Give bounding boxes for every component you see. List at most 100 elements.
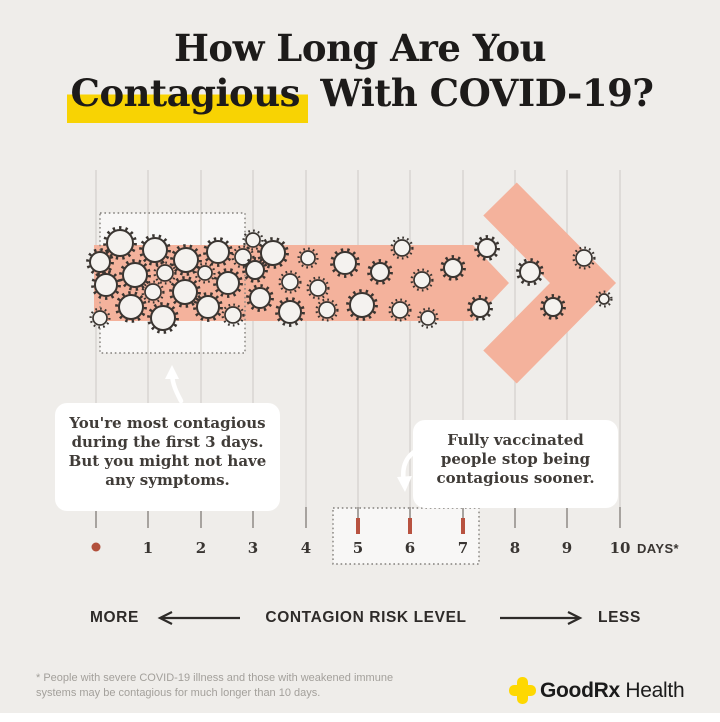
tick-gray-day-8 [514, 507, 516, 528]
virus-particle-icon [393, 239, 411, 257]
virus-spikes-icon [474, 235, 500, 261]
virus-particle-icon [370, 262, 390, 282]
risk-more-label: MORE [90, 609, 139, 626]
footnote-line2: systems may be contagious for much longe… [36, 687, 321, 699]
day-label-10: 10 [609, 539, 631, 557]
tick-gray-day-7 [462, 507, 464, 528]
logo-brand-regular-text: Health [625, 679, 685, 702]
callout2-line2: people stop being [440, 450, 591, 468]
days-unit-label: DAYS* [637, 541, 679, 556]
virus-spikes-icon [213, 268, 243, 298]
tick-gray-day-10 [619, 507, 621, 528]
virus-spikes-icon [346, 289, 378, 321]
virus-spikes-icon [367, 259, 393, 285]
virus-particle-icon [333, 251, 357, 275]
virus-spikes-icon [89, 307, 111, 329]
title-line1: How Long Are You [173, 26, 547, 70]
virus-spikes-icon [86, 248, 114, 276]
day-label-6: 6 [404, 539, 416, 557]
virus-particle-icon [196, 295, 220, 319]
tick-gray-day-5 [357, 507, 359, 528]
virus-particle-icon [420, 310, 436, 326]
day0-red-dot [91, 542, 101, 552]
callout-vaccinated: Fully vaccinated people stop being conta… [413, 420, 618, 508]
day-label-4: 4 [300, 539, 312, 557]
virus-particle-icon [443, 258, 463, 278]
virus-particle-icon [89, 251, 111, 273]
virus-particle-icon [122, 262, 148, 288]
virus-spikes-icon [417, 307, 439, 329]
virus-particle-icon [150, 305, 176, 331]
logo-brand-bold: GoodRx [540, 679, 620, 702]
virus-spikes-icon [275, 297, 305, 327]
virus-particle-icon [543, 297, 563, 317]
bottom-white-strip [0, 713, 720, 722]
goodrx-plus-icon [509, 677, 536, 704]
day-label-2: 2 [195, 539, 207, 557]
virus-particle-icon [142, 237, 168, 263]
virus-spikes-icon [315, 298, 339, 322]
virus-particle-icon [197, 265, 213, 281]
virus-particle-icon [234, 248, 252, 266]
virus-particle-icon [391, 301, 409, 319]
tick-gray-day-1 [147, 507, 149, 528]
footnote-line1: * People with severe COVID-19 illness an… [36, 672, 394, 684]
arrow-head-chevron [483, 182, 617, 384]
virus-particle-icon [309, 279, 327, 297]
virus-particle-icon [249, 287, 271, 309]
title-line2: Contagious With COVID-19? [0, 71, 720, 123]
virus-particle-icon [118, 294, 144, 320]
tick-gray-day-6 [409, 507, 411, 528]
title-highlighted-word: Contagious [66, 71, 308, 123]
virus-particle-icon [106, 229, 134, 257]
virus-particle-icon [156, 264, 174, 282]
tick-gray-day-4 [305, 507, 307, 528]
virus-spikes-icon [390, 236, 414, 260]
virus-spikes-icon [153, 261, 177, 285]
virus-spikes-icon [231, 245, 255, 269]
virus-spikes-icon [242, 257, 268, 283]
virus-spikes-icon [330, 248, 360, 278]
day-label-9: 9 [561, 539, 573, 557]
virus-spikes-icon [194, 262, 216, 284]
tick-red-day-5 [356, 518, 360, 534]
virus-spikes-icon [147, 302, 179, 334]
virus-spikes-icon [103, 226, 137, 260]
virus-particle-icon [245, 260, 265, 280]
virus-spikes-icon [595, 290, 613, 308]
virus-particle-icon [172, 279, 198, 305]
callout1-line4: any symptoms. [105, 471, 230, 489]
page-title: How Long Are You Contagious With COVID-1… [0, 26, 720, 123]
virus-spikes-icon [278, 270, 302, 294]
title-line2-rest: With COVID-19? [307, 71, 654, 115]
tick-gray-day-0 [95, 507, 97, 528]
virus-particle-icon [349, 292, 375, 318]
virus-spikes-icon [115, 291, 147, 323]
virus-particle-icon [216, 271, 240, 295]
virus-spikes-icon [221, 303, 245, 327]
tick-gray-day-9 [566, 507, 568, 528]
virus-spikes-icon [297, 247, 319, 269]
callout1-line2: during the first 3 days. [71, 433, 264, 451]
virus-spikes-icon [388, 298, 412, 322]
arrow-right-icon [500, 611, 583, 625]
virus-spikes-icon [170, 244, 202, 276]
virus-particle-icon [278, 300, 302, 324]
tick-red-day-7 [461, 518, 465, 534]
virus-particle-icon [260, 240, 286, 266]
virus-spikes-icon [139, 234, 171, 266]
risk-level-label: CONTAGION RISK LEVEL [265, 609, 467, 626]
tick-red-day-6 [408, 518, 412, 534]
virus-particle-icon [173, 247, 199, 273]
callout2-line1: Fully vaccinated [447, 431, 584, 449]
virus-particle-icon [519, 261, 541, 283]
virus-particle-icon [224, 306, 242, 324]
tick-gray-day-2 [200, 507, 202, 528]
goodrx-health-logo: GoodRx Health [506, 674, 706, 708]
virus-spikes-icon [572, 246, 596, 270]
day-label-5: 5 [352, 539, 364, 557]
day-label-1: 1 [142, 539, 154, 557]
virus-particle-icon [477, 238, 497, 258]
